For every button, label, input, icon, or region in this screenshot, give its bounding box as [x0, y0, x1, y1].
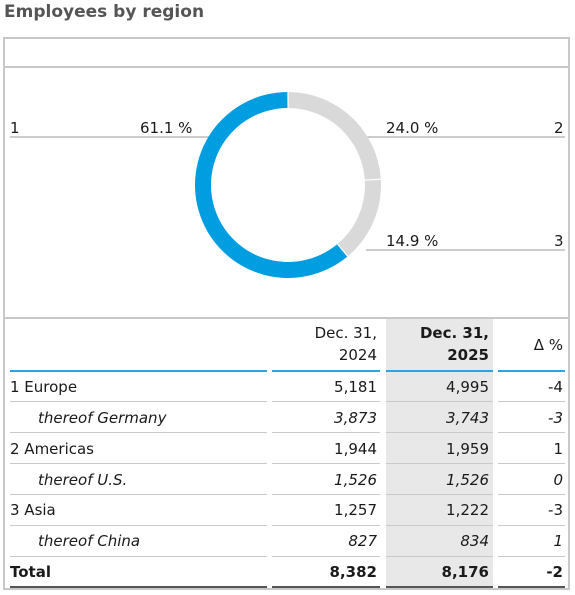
row-divider	[498, 401, 565, 402]
donut-slice-1	[194, 92, 348, 279]
row-delta: 1	[553, 440, 563, 458]
row-divider	[10, 432, 267, 433]
row-value-2025: 1,222	[446, 501, 489, 519]
row-delta: -3	[548, 409, 563, 427]
header-rule-2024	[272, 370, 380, 372]
header-rule-2025	[386, 370, 493, 372]
row-label: 2 Americas	[10, 440, 95, 458]
row-value-2024: 5,181	[334, 378, 377, 396]
table-header: Dec. 31, 2024 Dec. 31, 2025 Δ %	[10, 322, 565, 370]
slice-id-1: 1	[10, 119, 20, 137]
row-value-2024: 1,257	[334, 501, 377, 519]
chart-frame	[3, 37, 570, 590]
total-rule	[498, 586, 565, 588]
row-divider	[10, 463, 267, 464]
table-row: 2 Americas 1,944 1,959 1	[10, 440, 565, 460]
row-delta: 1	[553, 532, 563, 550]
row-label: thereof China	[38, 532, 141, 550]
row-value-2025: 3,743	[446, 409, 489, 427]
slice-label-3: 14.9 %	[386, 232, 439, 250]
table-row: thereof China 827 834 1	[10, 532, 565, 552]
header-2024-line2: 2024	[338, 346, 377, 364]
row-divider	[10, 525, 267, 526]
row-value-2025: 1,526	[446, 471, 489, 489]
header-2024-line1: Dec. 31,	[314, 324, 377, 342]
total-value-2024: 8,382	[329, 563, 377, 581]
total-delta: -2	[546, 563, 563, 581]
header-2025-line1: Dec. 31,	[419, 324, 489, 342]
row-label: 3 Asia	[10, 501, 56, 519]
row-divider	[386, 525, 493, 526]
row-value-2024: 1,944	[334, 440, 377, 458]
row-divider	[498, 432, 565, 433]
top-divider	[3, 66, 570, 68]
row-divider	[498, 525, 565, 526]
row-label: 1 Europe	[10, 378, 78, 396]
row-divider	[498, 494, 565, 495]
row-divider	[386, 556, 493, 557]
table-row: thereof Germany 3,873 3,743 -3	[10, 409, 565, 429]
row-divider	[272, 494, 380, 495]
row-divider	[10, 494, 267, 495]
donut-chart-area: 1 61.1 % 24.0 % 2 14.9 % 3	[0, 68, 575, 318]
row-divider	[272, 556, 380, 557]
row-divider	[498, 556, 565, 557]
row-divider	[386, 494, 493, 495]
header-2025-line2: 2025	[447, 346, 489, 364]
slice-label-1: 61.1 %	[140, 119, 193, 137]
row-delta: -4	[548, 378, 563, 396]
slice-id-3: 3	[554, 232, 564, 250]
table-row: thereof U.S. 1,526 1,526 0	[10, 471, 565, 491]
row-divider	[498, 463, 565, 464]
total-value-2025: 8,176	[441, 563, 489, 581]
row-divider	[386, 432, 493, 433]
row-value-2024: 1,526	[334, 471, 377, 489]
row-divider	[272, 401, 380, 402]
header-rule-delta	[498, 370, 565, 372]
row-value-2025: 4,995	[446, 378, 489, 396]
row-divider	[272, 525, 380, 526]
row-divider	[10, 401, 267, 402]
total-label: Total	[10, 563, 51, 581]
row-value-2025: 834	[460, 532, 489, 550]
slice-label-2: 24.0 %	[386, 119, 439, 137]
row-divider	[272, 432, 380, 433]
row-divider	[386, 463, 493, 464]
row-label: thereof U.S.	[38, 471, 128, 489]
table-row: 3 Asia 1,257 1,222 -3	[10, 501, 565, 521]
row-divider	[272, 463, 380, 464]
chart-title: Employees by region	[4, 2, 205, 22]
table-row: 1 Europe 5,181 4,995 -4	[10, 378, 565, 398]
row-value-2024: 827	[348, 532, 377, 550]
table-total-row: Total 8,382 8,176 -2	[10, 563, 565, 583]
row-delta: -3	[548, 501, 563, 519]
row-divider	[386, 401, 493, 402]
donut-chart	[10, 92, 565, 279]
total-rule	[272, 586, 380, 588]
chart-table-divider	[3, 317, 570, 319]
total-rule	[10, 586, 267, 588]
row-label: thereof Germany	[38, 409, 167, 427]
donut-slice-3	[337, 179, 381, 256]
highlight-column-2025	[386, 319, 493, 588]
donut-slice-2	[288, 92, 381, 180]
slice-id-2: 2	[554, 119, 564, 137]
header-delta: Δ %	[533, 336, 563, 354]
row-value-2024: 3,873	[334, 409, 377, 427]
header-rule-label	[10, 370, 267, 372]
total-rule	[386, 586, 493, 588]
row-divider	[10, 556, 267, 557]
row-value-2025: 1,959	[446, 440, 489, 458]
row-delta: 0	[553, 471, 563, 489]
